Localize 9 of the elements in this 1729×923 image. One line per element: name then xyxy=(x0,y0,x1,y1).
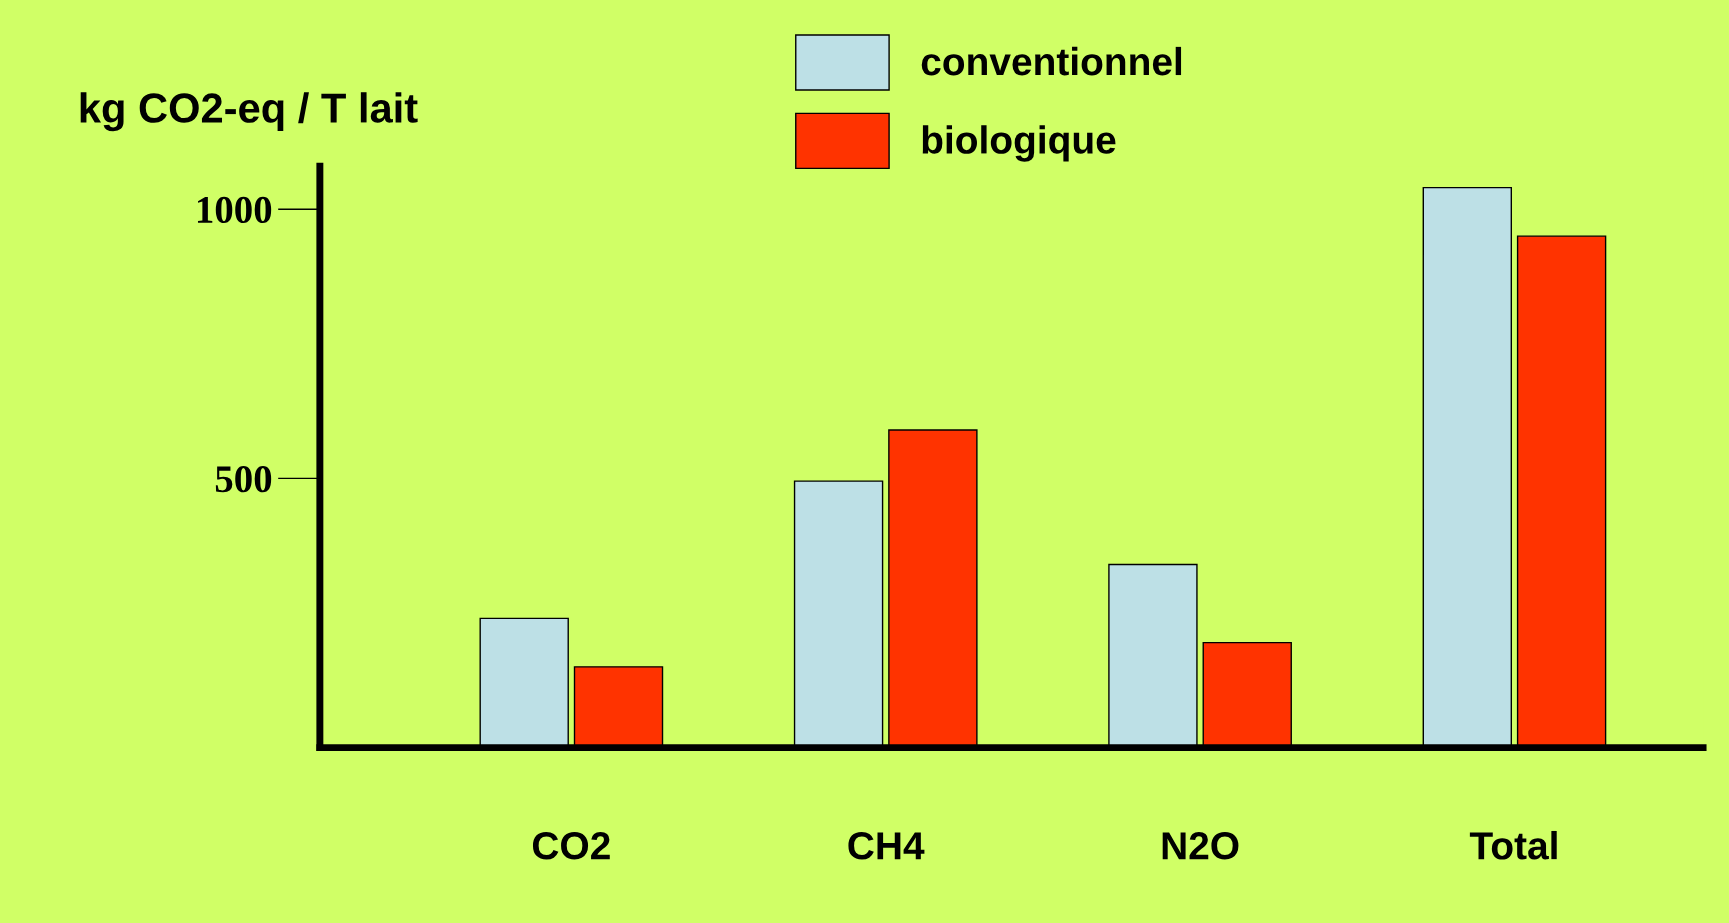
x-tick-label: CH4 xyxy=(848,831,925,860)
y-tick-label: 1000 xyxy=(197,196,272,224)
y-tick-label: 500 xyxy=(215,466,272,493)
legend-label: biologique xyxy=(922,125,1116,162)
x-tick-label: N2O xyxy=(1162,831,1239,860)
x-tick-label: CO2 xyxy=(532,831,610,860)
y-axis-title: kg CO2-eq / T lait xyxy=(80,92,418,132)
legend-label: conventionnel xyxy=(921,46,1182,76)
x-tick-label: Total xyxy=(1469,830,1557,860)
